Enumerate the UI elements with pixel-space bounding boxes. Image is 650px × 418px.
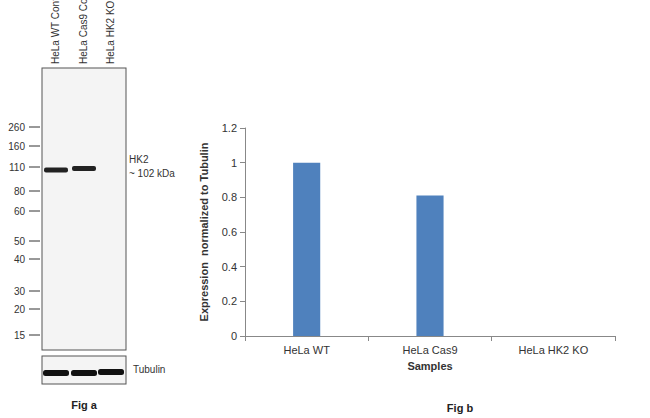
svg-text:20: 20	[14, 304, 26, 315]
svg-text:HeLa WT: HeLa WT	[283, 344, 330, 356]
svg-text:160: 160	[8, 141, 25, 152]
svg-text:40: 40	[14, 254, 26, 265]
svg-text:1: 1	[231, 157, 237, 169]
svg-text:Samples: Samples	[407, 360, 452, 372]
svg-text:HK2: HK2	[129, 154, 149, 165]
svg-text:0.6: 0.6	[222, 226, 237, 238]
svg-text:Expression normalized to Tubu: Expression normalized to Tubulin	[198, 142, 210, 321]
svg-text:30: 30	[14, 286, 26, 297]
svg-text:HeLa Cas9: HeLa Cas9	[402, 344, 457, 356]
svg-text:1.2: 1.2	[222, 122, 237, 134]
svg-text:0.8: 0.8	[222, 191, 237, 203]
svg-text:0: 0	[231, 330, 237, 342]
svg-text:Fig a: Fig a	[71, 399, 98, 411]
svg-text:0.2: 0.2	[222, 295, 237, 307]
svg-text:HeLa HK2 KO: HeLa HK2 KO	[105, 0, 116, 64]
svg-text:60: 60	[14, 206, 26, 217]
svg-text:50: 50	[14, 236, 26, 247]
svg-text:HeLa Cas9 Control: HeLa Cas9 Control	[78, 0, 89, 64]
svg-text:HeLa WT Control: HeLa WT Control	[50, 0, 61, 64]
svg-text:HeLa HK2 KO: HeLa HK2 KO	[518, 344, 588, 356]
svg-text:260: 260	[8, 122, 25, 133]
svg-text:Fig b: Fig b	[447, 402, 474, 414]
svg-text:0.4: 0.4	[222, 261, 237, 273]
svg-text:80: 80	[14, 186, 26, 197]
svg-text:110: 110	[9, 162, 25, 173]
svg-text:Tubulin: Tubulin	[133, 364, 165, 375]
svg-text:~ 102 kDa: ~ 102 kDa	[129, 168, 175, 179]
svg-text:15: 15	[14, 330, 26, 341]
